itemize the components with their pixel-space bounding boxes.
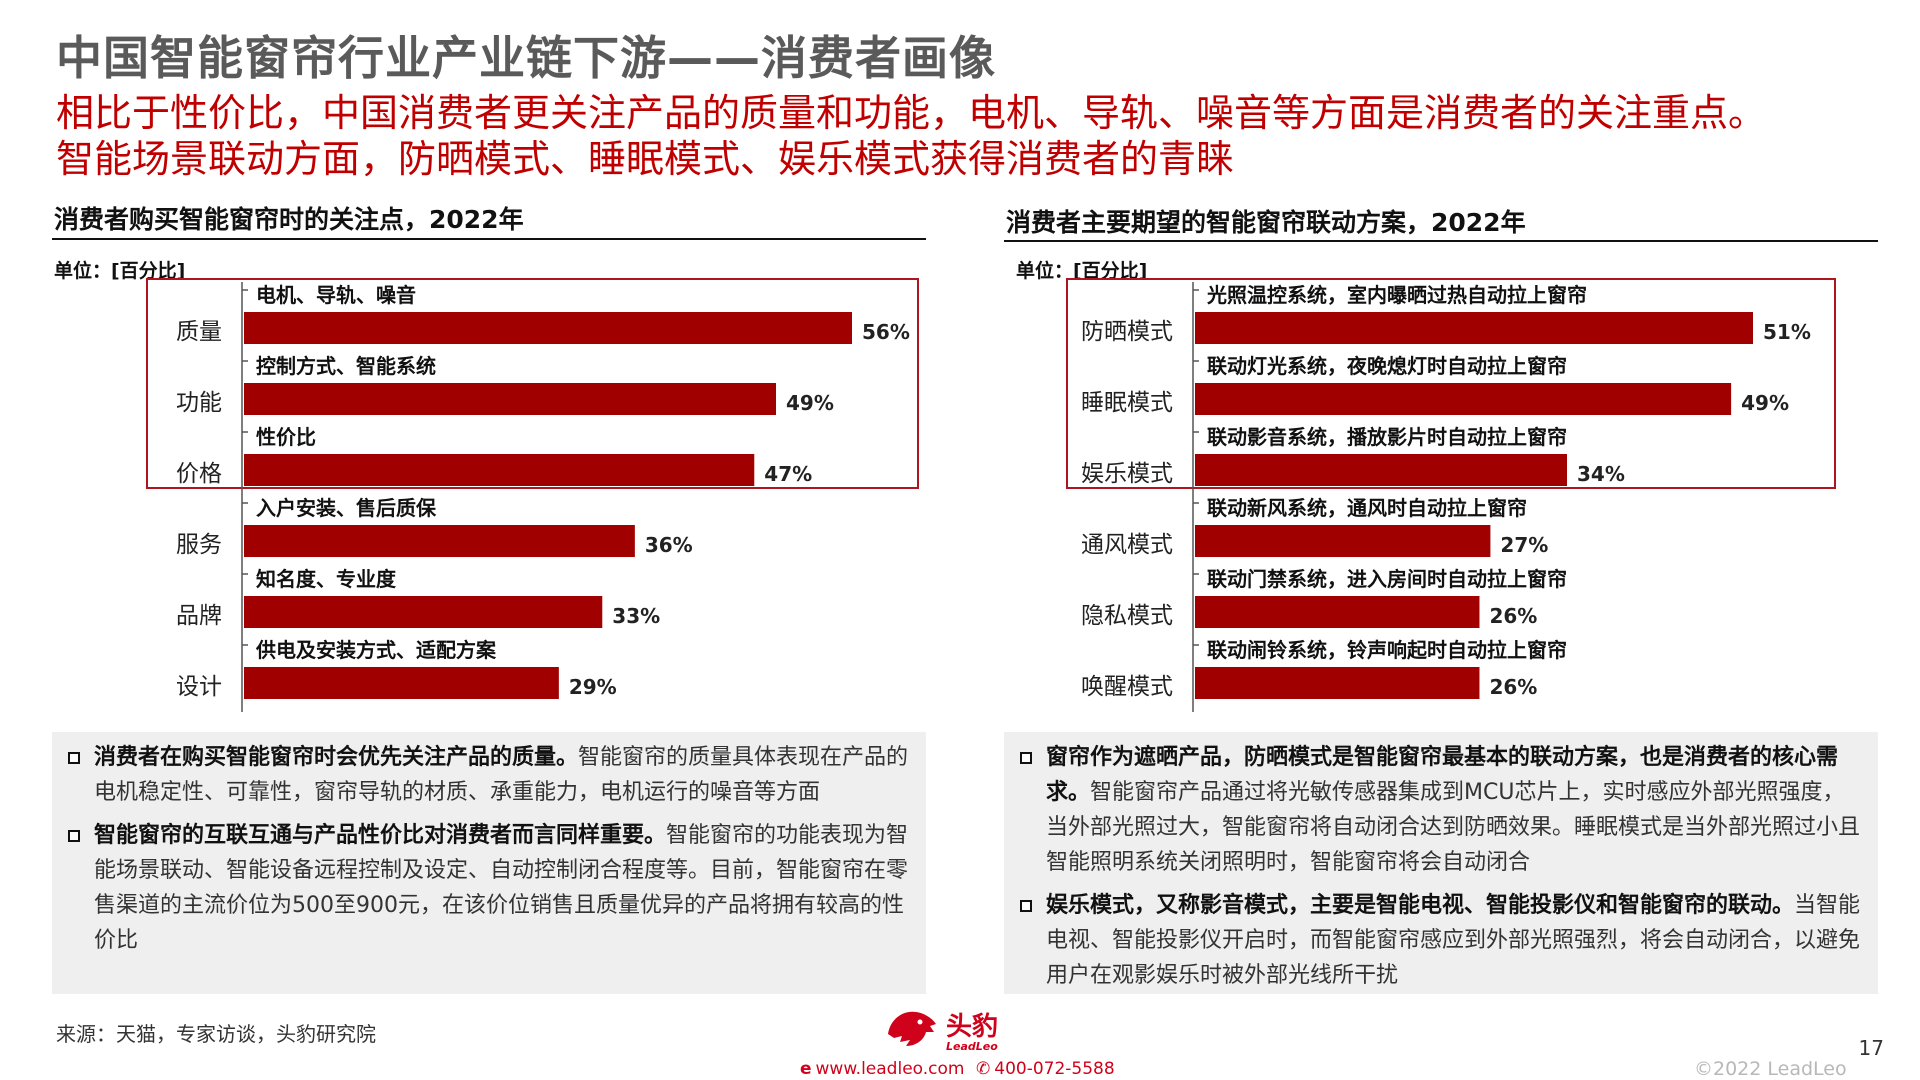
right-note-2-text: 当智能电视、智能投影仪开启时，而智能窗帘感应到外部光照强烈，将会自动闭合，以避免… bbox=[1046, 893, 1861, 988]
bar bbox=[1195, 454, 1567, 486]
right-note-2: 娱乐模式，又称影音模式，主要是智能电视、智能投影仪和智能窗帘的联动。当智能电视、… bbox=[1018, 888, 1864, 993]
logo-text-en: LeadLeo bbox=[946, 1040, 998, 1053]
website-text: www.leadleo.com bbox=[815, 1059, 965, 1079]
bar-description-label: 联动灯光系统，夜晚熄灯时自动拉上窗帘 bbox=[1207, 354, 1567, 378]
data-label: 49% bbox=[786, 391, 834, 415]
bar bbox=[244, 312, 852, 344]
page-subtitle-line-1: 相比于性价比，中国消费者更关注产品的质量和功能，电机、导轨、噪音等方面是消费者的… bbox=[56, 91, 1767, 135]
page-title: 中国智能窗帘行业产业链下游——消费者画像 bbox=[56, 31, 996, 85]
bar-description-label: 知名度、专业度 bbox=[256, 567, 397, 591]
phone-text: 400-072-5588 bbox=[994, 1059, 1115, 1079]
data-label: 56% bbox=[862, 320, 910, 344]
bar-description-label: 联动新风系统，通风时自动拉上窗帘 bbox=[1207, 496, 1527, 520]
page-number: 17 bbox=[1858, 1036, 1884, 1060]
category-label: 隐私模式 bbox=[1081, 603, 1173, 629]
data-label: 49% bbox=[1741, 391, 1789, 415]
checkbox-bullet-icon bbox=[1020, 900, 1032, 912]
bar-description-label: 性价比 bbox=[256, 425, 316, 449]
category-label: 睡眠模式 bbox=[1081, 390, 1173, 416]
bar bbox=[244, 383, 776, 415]
data-label: 33% bbox=[612, 604, 660, 628]
bar bbox=[1195, 667, 1480, 699]
web-icon: e bbox=[800, 1059, 812, 1079]
data-label: 27% bbox=[1500, 533, 1548, 557]
copyright: ©2022 LeadLeo bbox=[1694, 1058, 1847, 1080]
left-notes-panel: 消费者在购买智能窗帘时会优先关注产品的质量。智能窗帘的质量具体表现在产品的电机稳… bbox=[52, 732, 926, 994]
phone-icon: ✆ bbox=[976, 1059, 991, 1079]
phone-contact: ✆ 400-072-5588 bbox=[976, 1059, 1115, 1079]
category-label: 品牌 bbox=[176, 603, 222, 629]
right-note-1-text: 智能窗帘产品通过将光敏传感器集成到MCU芯片上，实时感应外部光照强度，当外部光照… bbox=[1046, 780, 1861, 875]
right-note-1: 窗帘作为遮晒产品，防晒模式是智能窗帘最基本的联动方案，也是消费者的核心需求。智能… bbox=[1018, 740, 1864, 880]
data-label: 36% bbox=[645, 533, 693, 557]
checkbox-bullet-icon bbox=[1020, 752, 1032, 764]
bar-description-label: 联动闹铃系统，铃声响起时自动拉上窗帘 bbox=[1207, 638, 1567, 662]
data-label: 34% bbox=[1577, 462, 1625, 486]
bar bbox=[1195, 525, 1491, 557]
right-note-1-bold: 窗帘作为遮晒产品，防晒模式是智能窗帘最基本的联动方案，也是消费者的核心需求。 bbox=[1046, 745, 1839, 805]
category-label: 设计 bbox=[176, 674, 222, 700]
right-chart-heading: 消费者主要期望的智能窗帘联动方案，2022年 bbox=[1006, 208, 1526, 237]
website-link[interactable]: e www.leadleo.com bbox=[800, 1059, 964, 1079]
bar bbox=[244, 525, 635, 557]
left-chart-heading: 消费者购买智能窗帘时的关注点，2022年 bbox=[54, 205, 524, 234]
data-label: 26% bbox=[1489, 675, 1537, 699]
right-note-2-bold: 娱乐模式，又称影音模式，主要是智能电视、智能投影仪和智能窗帘的联动。 bbox=[1046, 893, 1795, 918]
bar bbox=[1195, 596, 1480, 628]
left-note-1-bold: 消费者在购买智能窗帘时会优先关注产品的质量。 bbox=[94, 745, 579, 770]
bar bbox=[1195, 312, 1753, 344]
data-label: 26% bbox=[1489, 604, 1537, 628]
checkbox-bullet-icon bbox=[68, 830, 80, 842]
bar-description-label: 控制方式、智能系统 bbox=[256, 354, 436, 378]
category-label: 娱乐模式 bbox=[1081, 461, 1173, 487]
bar-description-label: 电机、导轨、噪音 bbox=[256, 283, 416, 307]
source-note: 来源：天猫，专家访谈，头豹研究院 bbox=[56, 1022, 376, 1046]
data-label: 29% bbox=[569, 675, 617, 699]
bar bbox=[244, 454, 755, 486]
category-label: 质量 bbox=[176, 319, 222, 345]
category-label: 防晒模式 bbox=[1081, 319, 1173, 345]
data-label: 47% bbox=[764, 462, 812, 486]
left-chart-unit: 单位：[百分比] bbox=[54, 260, 186, 282]
left-note-2: 智能窗帘的互联互通与产品性价比对消费者而言同样重要。智能窗帘的功能表现为智能场景… bbox=[66, 818, 912, 958]
left-note-1-text: 智能窗帘的质量具体表现在产品的电机稳定性、可靠性，窗帘导轨的材质、承重能力，电机… bbox=[94, 745, 909, 805]
leopard-logo-icon bbox=[888, 1011, 936, 1046]
right-chart-unit: 单位：[百分比] bbox=[1016, 260, 1148, 282]
right-chart-rule bbox=[1004, 240, 1878, 242]
bar-description-label: 联动门禁系统，进入房间时自动拉上窗帘 bbox=[1207, 567, 1567, 591]
category-label: 功能 bbox=[176, 390, 222, 416]
logo-text-cn: 头豹 bbox=[946, 1012, 999, 1042]
bar bbox=[1195, 383, 1732, 415]
right-highlight-box bbox=[1066, 278, 1836, 489]
category-label: 通风模式 bbox=[1081, 532, 1173, 558]
bar-description-label: 联动影音系统，播放影片时自动拉上窗帘 bbox=[1207, 425, 1567, 449]
left-note-2-bold: 智能窗帘的互联互通与产品性价比对消费者而言同样重要。 bbox=[94, 823, 667, 848]
bar-description-label: 供电及安装方式、适配方案 bbox=[255, 638, 497, 662]
page-subtitle-line-2: 智能场景联动方面，防晒模式、睡眠模式、娱乐模式获得消费者的青睐 bbox=[56, 137, 1235, 181]
left-note-1: 消费者在购买智能窗帘时会优先关注产品的质量。智能窗帘的质量具体表现在产品的电机稳… bbox=[66, 740, 912, 810]
bar bbox=[244, 596, 603, 628]
category-label: 服务 bbox=[176, 532, 222, 558]
right-notes-panel: 窗帘作为遮晒产品，防晒模式是智能窗帘最基本的联动方案，也是消费者的核心需求。智能… bbox=[1004, 732, 1878, 994]
bar-description-label: 入户安装、售后质保 bbox=[256, 496, 437, 520]
left-chart-rule bbox=[52, 238, 926, 240]
left-highlight-box bbox=[146, 278, 919, 489]
category-label: 唤醒模式 bbox=[1081, 674, 1173, 700]
category-label: 价格 bbox=[176, 461, 222, 487]
checkbox-bullet-icon bbox=[68, 752, 80, 764]
left-note-2-text: 智能窗帘的功能表现为智能场景联动、智能设备远程控制及设定、自动控制闭合程度等。目… bbox=[94, 823, 909, 953]
bar-description-label: 光照温控系统，室内曝晒过热自动拉上窗帘 bbox=[1206, 283, 1587, 307]
data-label: 51% bbox=[1763, 320, 1811, 344]
bar bbox=[244, 667, 559, 699]
